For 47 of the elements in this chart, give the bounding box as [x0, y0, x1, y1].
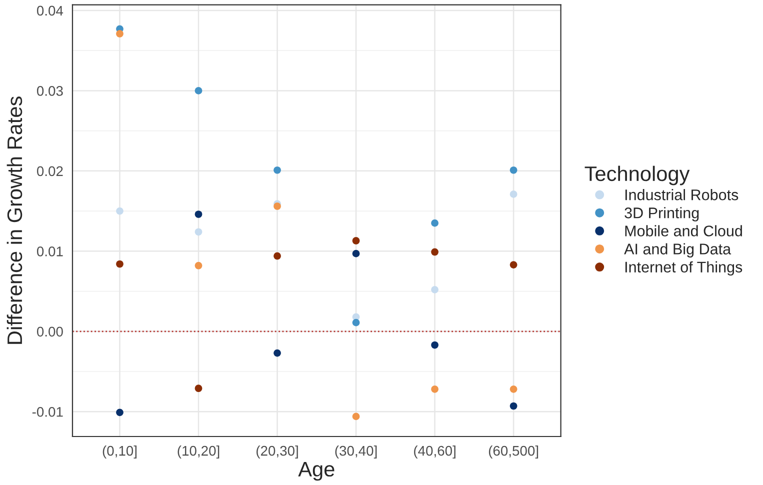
y-tick-label: -0.01 [32, 406, 63, 417]
x-tick-label: (40,60] [414, 446, 456, 458]
x-tick-label: (10,20] [178, 446, 220, 458]
point [352, 412, 360, 420]
point [116, 30, 124, 38]
y-axis-title: Difference in Growth Rates [6, 96, 22, 344]
point [431, 286, 438, 294]
point [431, 219, 438, 227]
x-tick-label: (0,10] [102, 446, 137, 458]
point [352, 250, 360, 258]
point [194, 262, 202, 270]
point [510, 166, 518, 174]
point [274, 202, 281, 210]
point [431, 385, 438, 393]
point [352, 318, 360, 326]
legend-label: Industrial Robots [625, 189, 738, 200]
point [116, 260, 124, 268]
legend-label: Internet of Things [625, 261, 742, 276]
point [510, 261, 518, 268]
point [194, 87, 202, 94]
y-tick-label: 0.02 [36, 166, 63, 176]
point [194, 384, 202, 392]
point [510, 190, 518, 198]
point [116, 408, 124, 416]
point [274, 252, 281, 260]
x-axis-title: Age [298, 462, 334, 481]
y-tick-label: 0.03 [36, 86, 63, 96]
point [274, 349, 281, 357]
point [116, 207, 124, 215]
legend-label: AI and Big Data [624, 243, 732, 258]
point [194, 210, 202, 218]
y-tick-label: 0.00 [36, 326, 63, 337]
point [274, 166, 281, 174]
legend-title: Technology [584, 166, 690, 186]
y-tick-label: 0.04 [36, 6, 64, 16]
y-tick-label: 0.01 [36, 246, 63, 256]
legend-label: Mobile and Cloud [625, 225, 742, 236]
legend-label: 3D Printing [624, 207, 699, 222]
point [194, 228, 202, 236]
point [510, 385, 518, 393]
point [431, 341, 438, 349]
point [431, 248, 438, 256]
point [510, 402, 518, 410]
x-tick-label: (60,500] [488, 446, 538, 458]
x-tick-label: (30,40] [335, 446, 377, 458]
x-tick-label: (20,30] [256, 446, 298, 458]
point [352, 237, 360, 244]
